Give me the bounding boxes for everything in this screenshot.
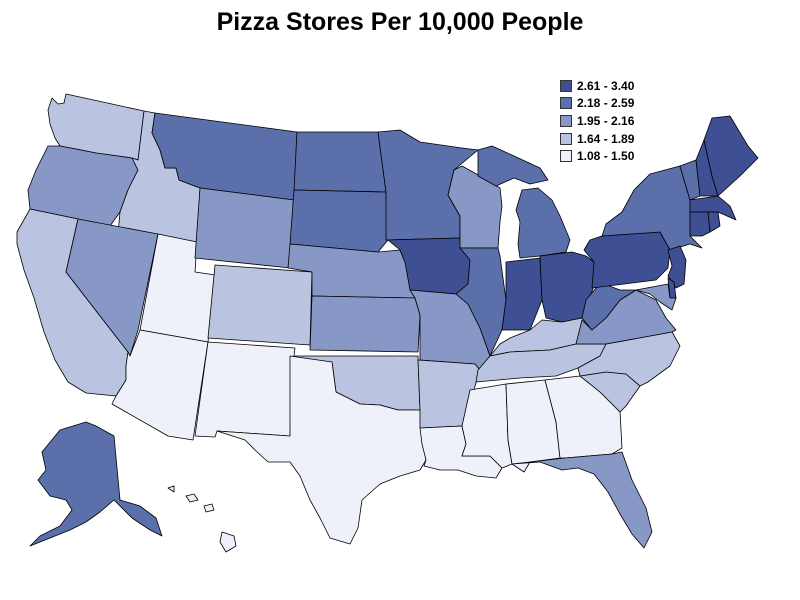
state-in [501,257,543,331]
state-ks [309,295,421,353]
state-az [111,329,209,441]
legend-label: 2.18 - 2.59 [577,96,635,111]
legend-label: 1.08 - 1.50 [577,149,635,164]
state-ak [29,421,163,547]
state-ms [461,383,513,469]
state-pa [583,231,671,289]
legend: 2.61 - 3.40 2.18 - 2.59 1.95 - 2.16 1.64 - … [560,77,634,165]
map-title: Pizza Stores Per 10,000 People [216,8,584,36]
legend-swatch [560,97,572,110]
legend-item: 2.61 - 3.40 [560,77,634,95]
legend-label: 1.95 - 2.16 [577,113,635,128]
state-nm [194,341,296,438]
state-me [703,115,759,197]
state-md [635,283,677,311]
legend-item: 1.95 - 2.16 [560,112,634,130]
state-il [455,247,507,357]
legend-swatch [560,114,572,127]
state-nc [577,331,681,387]
state-co [207,264,313,346]
state-nd [293,131,387,193]
legend-swatch [560,79,572,92]
legend-label: 1.64 - 1.89 [577,131,635,146]
legend-label: 2.61 - 3.40 [577,78,635,93]
state-ct [689,211,711,237]
state-wy [194,187,295,269]
legend-swatch [560,150,572,163]
state-hi [167,485,237,553]
legend-item: 2.18 - 2.59 [560,95,634,113]
state-tx [216,355,427,545]
legend-item: 1.08 - 1.50 [560,147,634,165]
state-fl [511,451,653,549]
state-wi [447,165,503,249]
state-ri [707,211,721,233]
legend-swatch [560,132,572,145]
state-nj [667,245,687,289]
legend-item: 1.64 - 1.89 [560,130,634,148]
state-sd [289,189,389,253]
